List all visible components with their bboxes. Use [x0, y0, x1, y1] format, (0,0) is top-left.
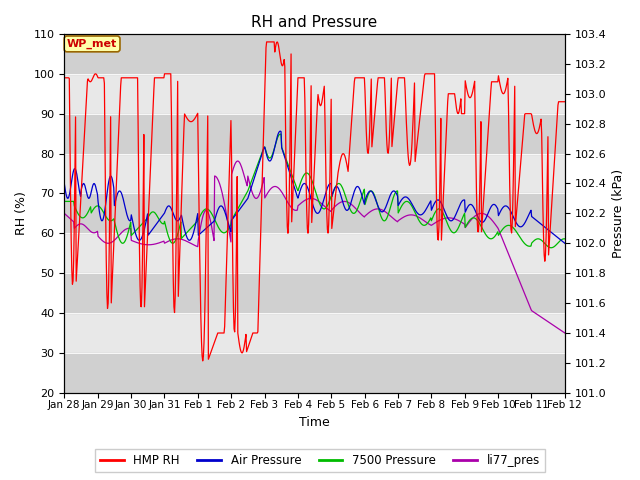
- Bar: [64, 353, 565, 393]
- Bar: [64, 273, 565, 313]
- Text: WP_met: WP_met: [67, 39, 117, 49]
- X-axis label: Time: Time: [299, 416, 330, 429]
- Y-axis label: RH (%): RH (%): [15, 192, 28, 235]
- Bar: [64, 193, 565, 233]
- Bar: [64, 114, 565, 154]
- Y-axis label: Pressure (kPa): Pressure (kPa): [612, 169, 625, 258]
- Title: RH and Pressure: RH and Pressure: [252, 15, 378, 30]
- Bar: [64, 34, 565, 74]
- Legend: HMP RH, Air Pressure, 7500 Pressure, li77_pres: HMP RH, Air Pressure, 7500 Pressure, li7…: [95, 449, 545, 472]
